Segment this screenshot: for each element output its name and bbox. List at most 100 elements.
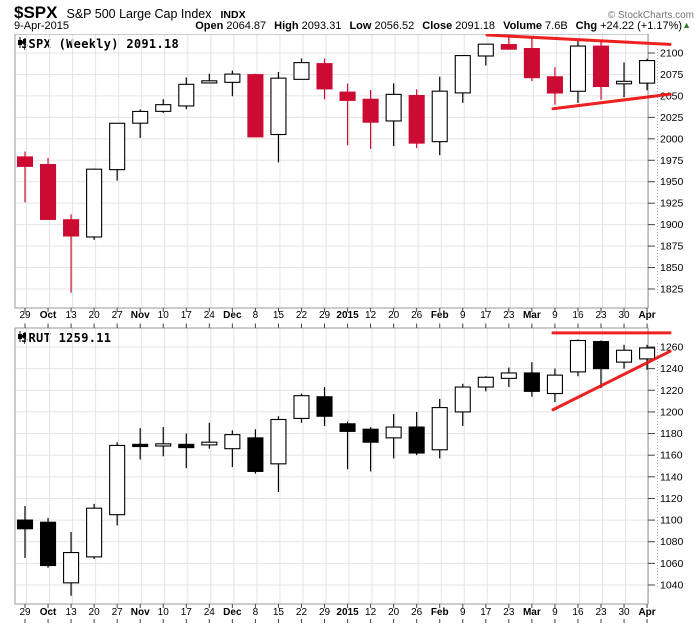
x-tick-label: 10 [158, 607, 170, 618]
copyright: © StockCharts.com [607, 10, 694, 21]
candle [109, 442, 126, 526]
candle [431, 398, 448, 459]
x-tick-label: 20 [89, 310, 101, 321]
candle [454, 55, 471, 103]
candle [178, 433, 195, 469]
candle [592, 40, 610, 100]
stat-close: Close 2091.18 [422, 20, 496, 32]
candle-body [431, 407, 448, 451]
y-tick-label: 1825 [660, 284, 684, 296]
x-tick-label: Oct [40, 310, 57, 321]
x-tick-label: 23 [503, 607, 515, 618]
y-tick-label: 1900 [660, 219, 684, 231]
quote-date: 9-Apr-2015 [14, 20, 70, 32]
candle [132, 428, 149, 460]
stat-high: High 2093.31 [274, 20, 342, 32]
candle [16, 506, 34, 558]
stat-low: Low 2056.52 [349, 20, 415, 32]
candle-body [16, 519, 34, 530]
x-tick-label: 13 [66, 607, 78, 618]
x-tick-label: 27 [112, 310, 124, 321]
candle-body [63, 551, 80, 584]
candle-body [546, 76, 563, 94]
candle-body [201, 441, 218, 446]
candle [454, 383, 471, 426]
candle-body [63, 219, 80, 237]
candle [155, 427, 172, 457]
candle-body [615, 349, 633, 363]
y-tick-label: 1100 [660, 515, 683, 527]
y-tick-label: 1160 [660, 450, 683, 462]
x-tick-label: 22 [296, 310, 308, 321]
candle [477, 43, 494, 66]
x-tick-label: 17 [480, 310, 492, 321]
spx-chart-legend: $SPX (Weekly) 2091.18 [17, 37, 179, 51]
x-tick-label: 20 [388, 607, 400, 618]
candle-body [569, 339, 587, 373]
trendline-annotation [551, 349, 672, 412]
candle-body [362, 428, 379, 443]
x-tick-label: 10 [158, 310, 170, 321]
x-tick-label: 12 [365, 607, 377, 618]
candle-body [270, 77, 287, 136]
x-tick-label: Apr [638, 310, 655, 321]
candle [385, 83, 402, 147]
candle [155, 99, 172, 113]
candle-body [477, 43, 494, 57]
stat-volume: Volume 7.6B [503, 20, 568, 32]
x-tick-label: 23 [595, 310, 607, 321]
candle [247, 73, 264, 138]
trendline-annotation [485, 34, 672, 46]
x-tick-label: 2015 [336, 607, 359, 618]
candle [339, 421, 356, 470]
y-tick-label: 1260 [660, 342, 684, 354]
x-tick-label: 9 [552, 607, 558, 618]
candle [316, 387, 333, 426]
candle-body [639, 347, 656, 360]
x-tick-label: 24 [204, 607, 216, 618]
y-tick-label: 1180 [660, 428, 683, 440]
candle [523, 362, 540, 397]
x-tick-label: Mar [523, 310, 541, 321]
x-tick-label: Nov [131, 607, 150, 618]
x-tick-label: 23 [503, 310, 515, 321]
x-tick-label: Dec [223, 607, 242, 618]
candle [500, 367, 517, 388]
candle-body [339, 91, 356, 101]
x-tick-label: Mar [523, 607, 541, 618]
x-tick-label: 24 [204, 310, 216, 321]
symbol: $SPX [14, 3, 58, 22]
y-tick-label: 1140 [660, 471, 683, 483]
x-tick-label: 15 [273, 607, 285, 618]
x-tick-label: Feb [431, 607, 449, 618]
candle [293, 58, 310, 80]
candle-body [316, 396, 333, 417]
rut-chart-panel: $RUT 1259.11 1260 1240 1220 1200 1180 1160 114… [0, 322, 700, 624]
x-tick-label: 8 [253, 607, 259, 618]
y-tick-label: 2000 [660, 133, 684, 145]
candle-body [546, 374, 563, 395]
x-tick-label: 16 [572, 607, 584, 618]
candle [39, 517, 57, 568]
candle [293, 393, 310, 423]
candle [592, 340, 610, 389]
x-tick-label: 17 [480, 607, 492, 618]
candle [500, 36, 517, 50]
candle-body [155, 443, 172, 447]
candle [39, 157, 57, 220]
candle [247, 429, 264, 474]
x-tick-label: 26 [411, 310, 423, 321]
rut-weekly-svg: 1260124012201200118011601140112011001080… [14, 323, 684, 623]
candle [615, 62, 633, 98]
y-tick-label: 1040 [660, 580, 684, 592]
candle [569, 41, 587, 103]
exchange-label: INDX [220, 9, 246, 21]
x-tick-label: 9 [460, 607, 466, 618]
candle-body [86, 507, 103, 558]
x-tick-label: 17 [181, 607, 193, 618]
y-tick-label: 2075 [660, 69, 684, 81]
spx-chart-panel: $SPX (Weekly) 2091.18 2100 2075 2050 2025 20… [0, 34, 700, 326]
stat-open: Open 2064.87 [195, 20, 267, 32]
y-tick-label: 1060 [660, 558, 684, 570]
